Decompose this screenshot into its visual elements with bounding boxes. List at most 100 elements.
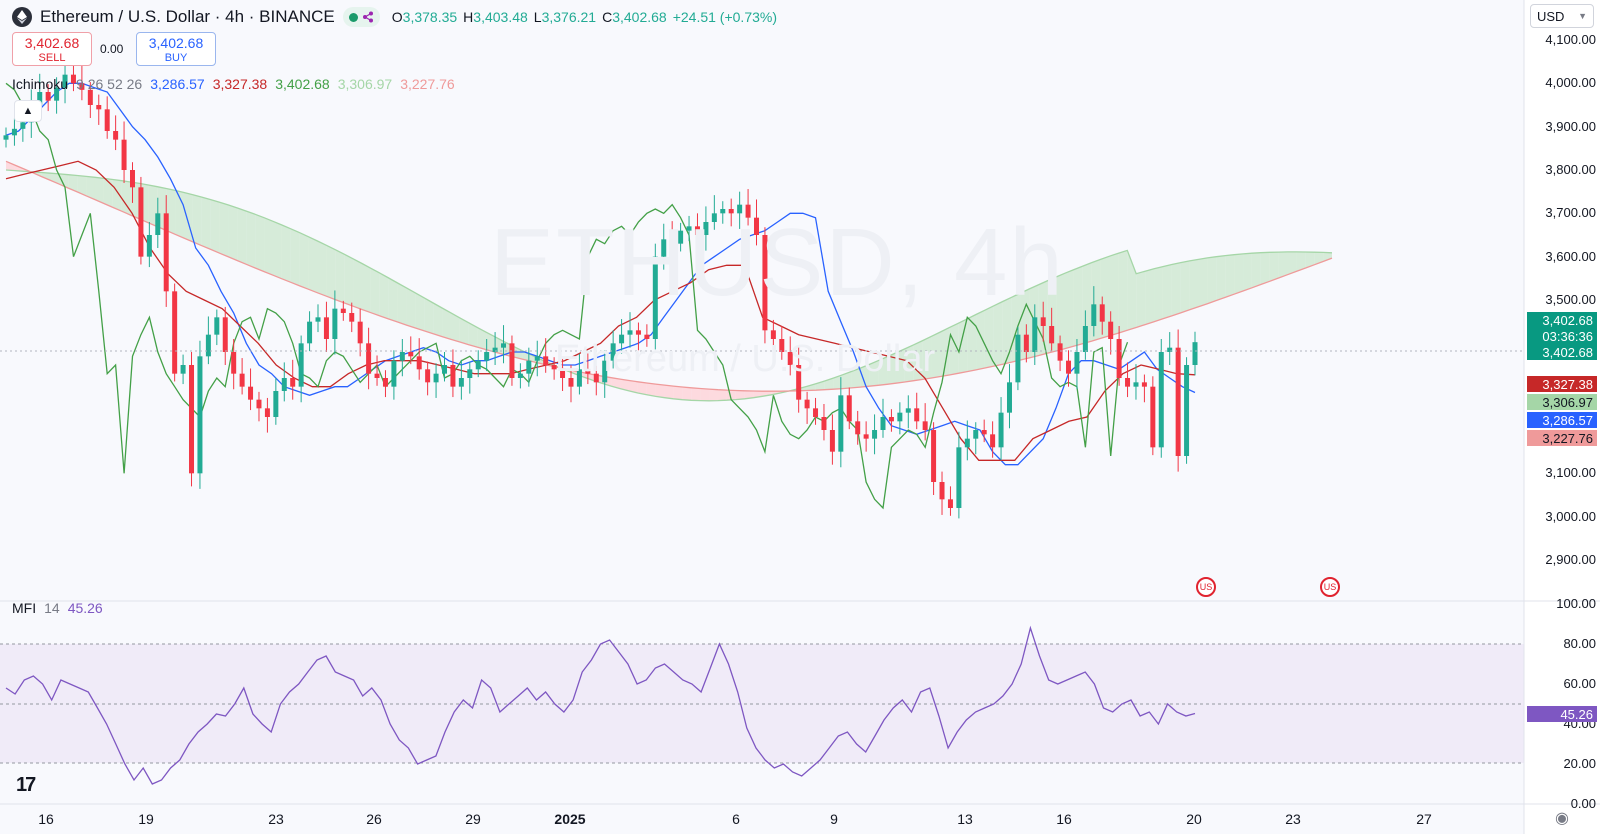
- candle[interactable]: [189, 352, 195, 487]
- candle[interactable]: [121, 121, 127, 183]
- candle[interactable]: [79, 65, 85, 101]
- candle[interactable]: [661, 223, 667, 270]
- share-icon[interactable]: [362, 11, 374, 23]
- candle[interactable]: [1184, 357, 1190, 464]
- candle[interactable]: [146, 222, 152, 268]
- candle[interactable]: [104, 96, 110, 139]
- candle[interactable]: [87, 82, 93, 118]
- us-event-flag-icon[interactable]: US: [1196, 577, 1216, 597]
- candle[interactable]: [576, 353, 582, 395]
- candle[interactable]: [222, 306, 228, 365]
- candle[interactable]: [509, 335, 515, 386]
- candle[interactable]: [922, 403, 928, 441]
- candle[interactable]: [652, 243, 658, 350]
- candle[interactable]: [1082, 310, 1088, 360]
- candle[interactable]: [804, 391, 810, 424]
- candle[interactable]: [382, 370, 388, 398]
- candle[interactable]: [754, 199, 760, 246]
- candle[interactable]: [846, 387, 852, 430]
- candle[interactable]: [450, 349, 456, 398]
- candle[interactable]: [399, 339, 405, 377]
- candle[interactable]: [45, 84, 51, 112]
- candle[interactable]: [501, 325, 507, 364]
- candle[interactable]: [872, 414, 878, 455]
- candle[interactable]: [821, 404, 827, 441]
- candle[interactable]: [686, 215, 692, 242]
- candle[interactable]: [939, 471, 945, 515]
- candle[interactable]: [1040, 301, 1046, 342]
- candle[interactable]: [1066, 350, 1072, 387]
- candle[interactable]: [627, 312, 633, 348]
- candle[interactable]: [307, 311, 313, 352]
- candle[interactable]: [998, 397, 1004, 461]
- candle[interactable]: [484, 339, 490, 372]
- candle[interactable]: [239, 358, 245, 395]
- candle[interactable]: [374, 355, 380, 386]
- candle[interactable]: [931, 422, 937, 495]
- candle[interactable]: [62, 61, 68, 104]
- candle[interactable]: [543, 338, 549, 373]
- sell-button[interactable]: 3,402.68 SELL: [12, 32, 92, 66]
- candle[interactable]: [155, 197, 161, 248]
- candle[interactable]: [694, 213, 700, 248]
- ichimoku-legend[interactable]: Ichimoku 9 26 52 26 3,286.57 3,327.38 3,…: [12, 76, 455, 92]
- ethereum-icon[interactable]: [12, 7, 32, 27]
- candle[interactable]: [1150, 376, 1156, 456]
- candle[interactable]: [273, 378, 279, 425]
- candle[interactable]: [829, 414, 835, 465]
- candle[interactable]: [888, 409, 894, 432]
- candle[interactable]: [1049, 307, 1055, 352]
- candle[interactable]: [711, 195, 717, 230]
- candle[interactable]: [551, 357, 557, 380]
- candle[interactable]: [1158, 339, 1164, 458]
- candle[interactable]: [138, 176, 144, 265]
- candle[interactable]: [1167, 332, 1173, 365]
- candle[interactable]: [947, 486, 953, 516]
- candle[interactable]: [366, 327, 372, 390]
- mfi-legend[interactable]: MFI 14 45.26: [12, 600, 103, 616]
- candle[interactable]: [838, 377, 844, 468]
- candle[interactable]: [340, 300, 346, 321]
- candle[interactable]: [458, 359, 464, 400]
- candle[interactable]: [1125, 362, 1131, 398]
- candle[interactable]: [1099, 296, 1105, 335]
- candle[interactable]: [1175, 329, 1181, 472]
- candle[interactable]: [315, 304, 321, 333]
- candle[interactable]: [408, 336, 414, 365]
- candle[interactable]: [264, 397, 270, 433]
- candle[interactable]: [332, 290, 338, 355]
- candle[interactable]: [585, 351, 591, 385]
- candle[interactable]: [568, 365, 574, 403]
- collapse-legend-button[interactable]: ▲: [14, 100, 42, 122]
- candle[interactable]: [534, 340, 540, 377]
- candle[interactable]: [3, 127, 9, 148]
- candle[interactable]: [787, 336, 793, 376]
- candle[interactable]: [914, 392, 920, 430]
- candle[interactable]: [897, 402, 903, 435]
- candle[interactable]: [290, 359, 296, 400]
- candle[interactable]: [964, 420, 970, 461]
- candle[interactable]: [1192, 331, 1198, 376]
- candlestick-series[interactable]: [3, 59, 1198, 519]
- candle[interactable]: [720, 201, 726, 224]
- candle[interactable]: [357, 308, 363, 357]
- candle[interactable]: [492, 332, 498, 365]
- candle[interactable]: [779, 326, 785, 360]
- candle[interactable]: [441, 352, 447, 382]
- candle[interactable]: [1074, 339, 1080, 390]
- candle[interactable]: [517, 363, 523, 389]
- candle[interactable]: [1057, 335, 1063, 372]
- candle[interactable]: [1032, 304, 1038, 365]
- candle[interactable]: [602, 350, 608, 398]
- candle[interactable]: [762, 227, 768, 344]
- candle[interactable]: [11, 118, 17, 146]
- candle[interactable]: [96, 94, 102, 125]
- candle[interactable]: [248, 368, 254, 411]
- candle[interactable]: [863, 421, 869, 452]
- candle[interactable]: [990, 421, 996, 458]
- candle[interactable]: [256, 391, 262, 422]
- candle[interactable]: [129, 162, 135, 203]
- currency-select[interactable]: USD ▼: [1530, 4, 1594, 28]
- buy-button[interactable]: 3,402.68 BUY: [136, 32, 216, 66]
- candle[interactable]: [526, 347, 532, 387]
